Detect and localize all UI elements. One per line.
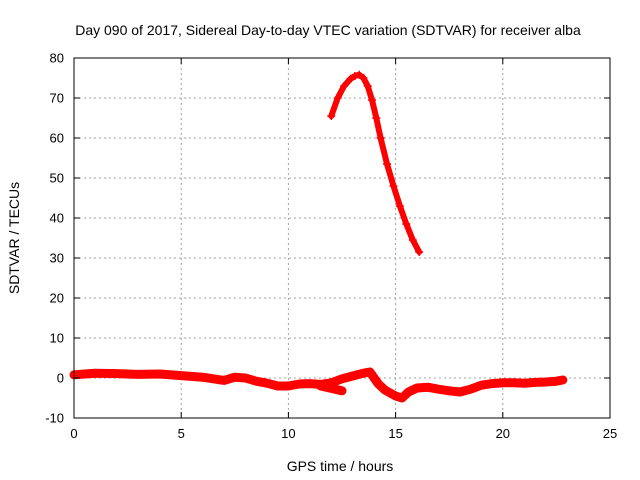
y-tick-label: 30 (50, 251, 64, 266)
data-point (112, 369, 121, 378)
y-tick-label: 0 (57, 371, 64, 386)
data-point (338, 386, 346, 395)
data-point (333, 94, 342, 102)
data-point (488, 379, 497, 388)
x-tick-label: 15 (388, 426, 402, 441)
data-point (389, 182, 398, 190)
data-point (363, 82, 372, 90)
series-1 (316, 381, 347, 396)
axis-ticks: 0 5 10 15 20 25 -10 0 10 20 30 40 50 60 70 80 (45, 51, 617, 442)
data-point (305, 379, 314, 388)
data-point (380, 386, 389, 394)
x-tick-label: 25 (603, 426, 617, 441)
x-tick-label: 5 (178, 426, 185, 441)
data-point (520, 379, 529, 388)
data-point (408, 236, 417, 244)
data-point (241, 374, 250, 382)
data-point (498, 378, 507, 387)
data-point (376, 134, 385, 142)
data-point (391, 392, 400, 400)
data-point (327, 384, 336, 393)
series-0 (69, 367, 568, 403)
data-point (355, 70, 364, 79)
x-axis-label: GPS time / hours (287, 458, 394, 474)
data-point (466, 385, 475, 394)
data-point (340, 82, 349, 90)
data-point (80, 370, 89, 378)
data-point (434, 385, 443, 394)
y-tick-label: 70 (50, 91, 64, 106)
chart-title: Day 090 of 2017, Sidereal Day-to-day VTE… (75, 22, 581, 38)
data-point (198, 373, 207, 382)
data-point (445, 386, 454, 395)
plot-frame (73, 57, 611, 419)
data-point (91, 369, 100, 378)
series-2 (327, 70, 424, 256)
data-point (262, 379, 271, 388)
y-axis-label: SDTVAR / TECUs (6, 182, 22, 294)
y-tick-label: 60 (50, 131, 64, 146)
data-point (541, 378, 550, 386)
y-tick-label: 20 (50, 291, 64, 306)
x-tick-label: 10 (281, 426, 295, 441)
data-point (346, 74, 355, 83)
data-point (374, 380, 383, 388)
x-tick-label: 0 (70, 426, 77, 441)
data-point (402, 220, 411, 228)
data-point (365, 368, 374, 376)
y-tick-label: 40 (50, 211, 64, 226)
y-tick-label: 50 (50, 171, 64, 186)
data-point (398, 394, 407, 402)
data-series (69, 70, 568, 403)
data-point (220, 376, 229, 385)
data-point (383, 160, 392, 168)
data-point (316, 382, 325, 390)
y-tick-label: -10 (45, 411, 64, 426)
grid-lines (74, 58, 610, 418)
data-point (368, 96, 377, 104)
y-tick-label: 80 (50, 51, 64, 66)
data-point (372, 114, 381, 122)
data-point (177, 371, 186, 380)
data-point (338, 374, 346, 383)
data-point (359, 369, 368, 378)
data-point (477, 381, 486, 390)
data-point (558, 376, 567, 384)
data-point (395, 202, 404, 210)
data-point (295, 380, 304, 388)
data-point (552, 377, 561, 386)
data-point (413, 384, 422, 392)
x-tick-label: 20 (496, 426, 510, 441)
data-point (155, 370, 164, 378)
data-point (252, 377, 261, 386)
y-tick-label: 10 (50, 331, 64, 346)
data-point (530, 378, 539, 387)
data-point (273, 382, 282, 390)
data-point (230, 373, 239, 382)
data-point (359, 74, 368, 82)
data-point (350, 72, 359, 80)
data-point (348, 372, 357, 380)
data-point (404, 388, 413, 396)
data-point (509, 378, 518, 387)
data-point (327, 112, 336, 120)
data-point (284, 382, 293, 390)
data-point (455, 388, 464, 396)
data-point (134, 370, 143, 379)
data-point (415, 248, 424, 256)
data-point (423, 383, 432, 392)
